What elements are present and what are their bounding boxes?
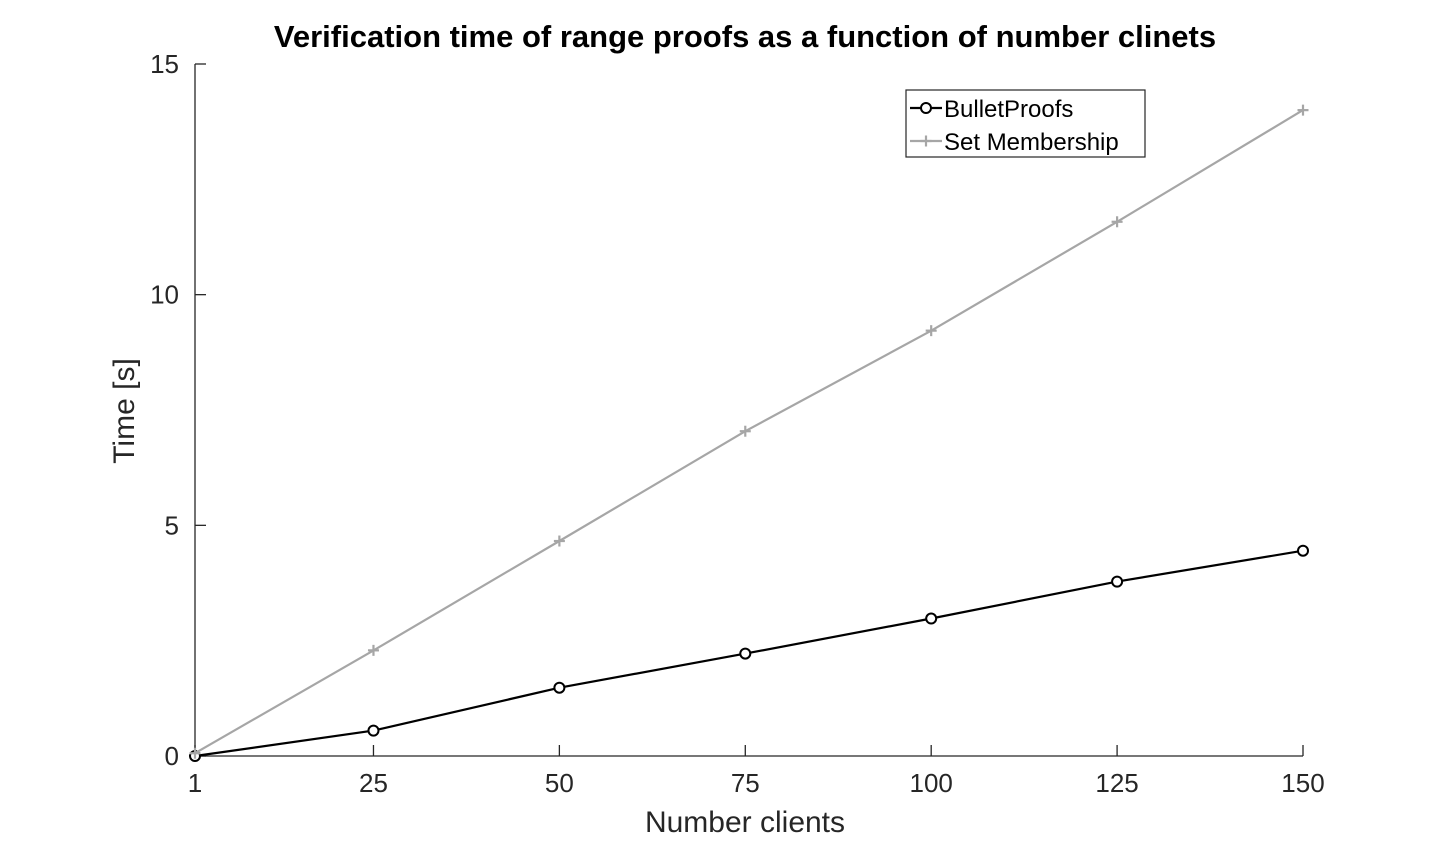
y-axis-label: Time [s] xyxy=(108,358,141,464)
legend-label-bulletproofs: BulletProofs xyxy=(944,96,1073,123)
x-tick-label: 125 xyxy=(1095,768,1138,798)
x-tick-label: 100 xyxy=(909,768,952,798)
x-tick-label: 150 xyxy=(1281,768,1324,798)
x-tick-label: 1 xyxy=(188,768,202,798)
x-axis-label: Number clients xyxy=(645,806,845,839)
chart-title: Verification time of range proofs as a f… xyxy=(274,19,1216,54)
legend-box xyxy=(905,89,1146,158)
data-point-bulletproofs xyxy=(367,724,380,737)
x-tick-label: 50 xyxy=(545,768,574,798)
y-tick-label: 0 xyxy=(165,741,179,771)
data-point-set-membership xyxy=(367,644,379,656)
legend-marker-set-membership xyxy=(920,135,932,147)
y-tick-label: 15 xyxy=(150,49,179,79)
y-tick-label: 5 xyxy=(165,510,179,540)
series-layer xyxy=(189,104,1309,762)
data-point-set-membership xyxy=(1111,216,1123,228)
data-point-bulletproofs xyxy=(1297,544,1309,557)
legend-label-set-membership: Set Membership xyxy=(944,129,1119,156)
x-tick-label: 25 xyxy=(359,768,388,798)
data-point-set-membership xyxy=(925,325,937,337)
data-point-bulletproofs xyxy=(1111,575,1124,588)
data-point-set-membership xyxy=(189,747,201,759)
data-point-bulletproofs xyxy=(739,647,752,660)
data-point-bulletproofs xyxy=(553,681,566,694)
data-point-set-membership xyxy=(1297,104,1309,116)
x-tick-label: 75 xyxy=(731,768,760,798)
y-tick-label: 10 xyxy=(150,280,179,310)
legend: BulletProofs Set Membership xyxy=(905,89,1146,158)
data-point-set-membership xyxy=(553,535,565,547)
data-point-set-membership xyxy=(739,425,751,437)
data-point-bulletproofs xyxy=(925,612,938,625)
legend-marker-bulletproofs xyxy=(920,102,932,114)
